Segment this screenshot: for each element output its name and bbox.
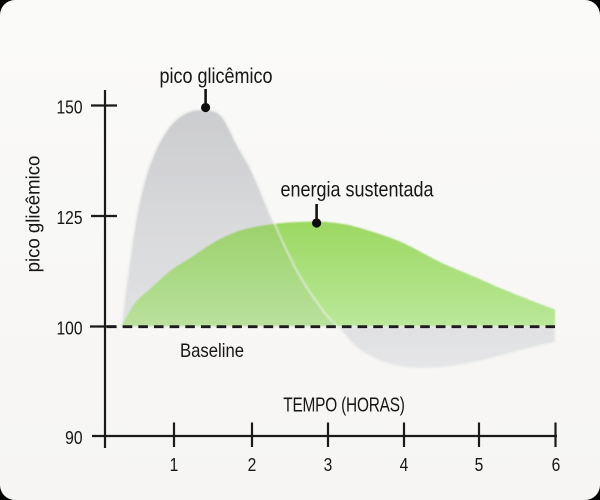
svg-text:TEMPO (HORAS): TEMPO (HORAS) [283, 393, 404, 415]
svg-text:100: 100 [56, 317, 82, 339]
svg-text:pico glicêmico: pico glicêmico [23, 156, 44, 273]
svg-text:energia sustentada: energia sustentada [280, 178, 433, 202]
svg-text:150: 150 [56, 96, 82, 118]
svg-text:5: 5 [475, 453, 484, 475]
svg-text:pico glicêmico: pico glicêmico [160, 65, 273, 89]
svg-text:3: 3 [324, 453, 333, 475]
svg-text:90: 90 [65, 427, 82, 449]
svg-text:6: 6 [552, 453, 561, 475]
svg-text:Baseline: Baseline [180, 340, 244, 361]
svg-text:1: 1 [170, 453, 179, 475]
svg-text:4: 4 [400, 453, 409, 475]
svg-text:125: 125 [56, 207, 82, 229]
svg-text:2: 2 [248, 453, 257, 475]
